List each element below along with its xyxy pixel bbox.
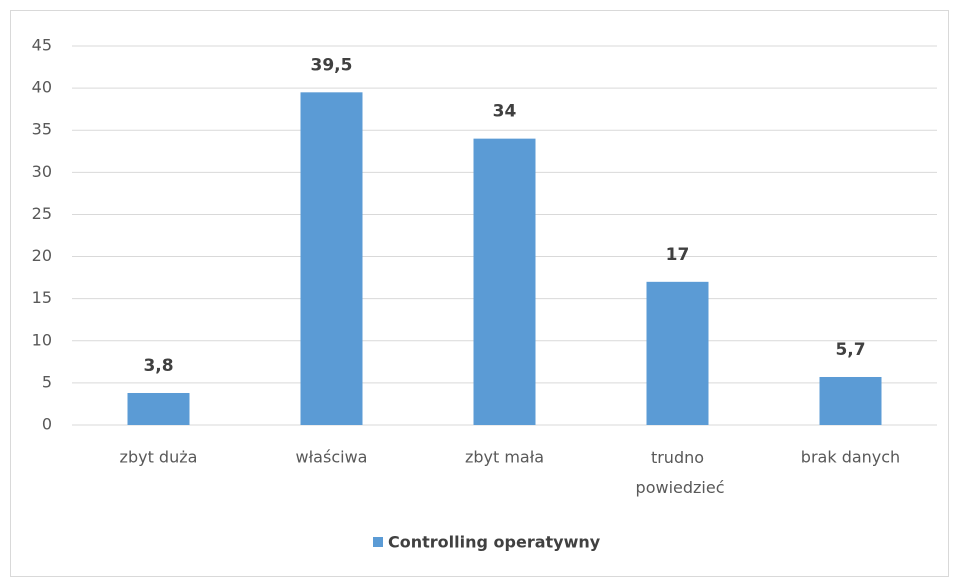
- y-tick-label: 45: [32, 36, 52, 55]
- legend-swatch: [373, 537, 383, 547]
- x-tick-label: brak danych: [801, 448, 900, 467]
- bar: [300, 92, 363, 426]
- bar: [819, 376, 882, 425]
- bar: [473, 138, 536, 425]
- data-label: 17: [666, 245, 690, 265]
- y-tick-label: 30: [32, 162, 52, 181]
- legend-label: Controlling operatywny: [388, 533, 601, 552]
- data-label: 5,7: [835, 340, 865, 360]
- x-tick-label: zbyt duża: [120, 448, 198, 467]
- y-tick-label: 5: [42, 372, 52, 391]
- bar: [646, 281, 709, 425]
- y-tick-label: 10: [32, 330, 52, 349]
- x-tick-label: trudno powiedzieć: [630, 448, 724, 497]
- x-tick-label: właściwa: [296, 448, 368, 467]
- bar: [127, 392, 190, 425]
- y-tick-label: 25: [32, 204, 52, 223]
- data-label: 3,8: [143, 356, 173, 376]
- y-tick-label: 20: [32, 246, 52, 265]
- y-tick-label: 15: [32, 288, 52, 307]
- x-tick-label: zbyt mała: [465, 448, 544, 467]
- y-tick-label: 40: [32, 78, 52, 97]
- y-tick-label: 35: [32, 120, 52, 139]
- y-tick-label: 0: [42, 415, 52, 434]
- data-label: 39,5: [311, 55, 353, 75]
- data-label: 34: [493, 102, 517, 122]
